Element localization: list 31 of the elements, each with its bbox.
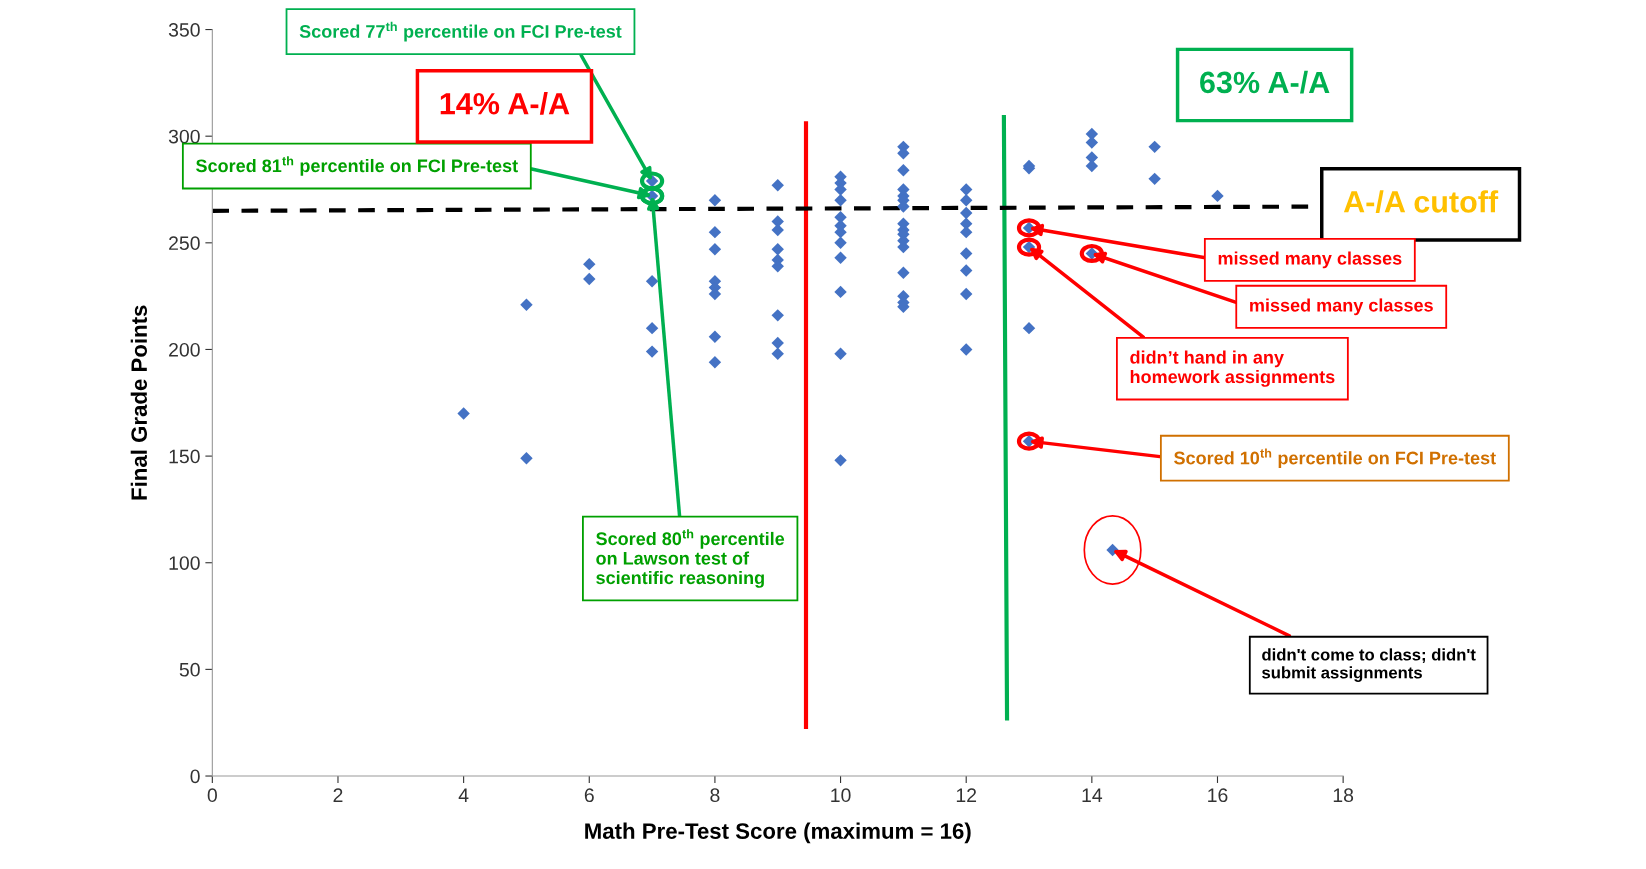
annotation: Scored 80$^{th}$ percentile on Lawson test of scientific reasoning (596, 529, 785, 588)
x-tick-label: 0 (207, 788, 217, 803)
annotation: 14% A-/A (440, 92, 570, 115)
x-tick-label: 12 (956, 788, 977, 802)
y-tick-label: 50 (179, 662, 200, 677)
annotation: 63% A-/A (1200, 70, 1330, 94)
annotation: Scored 81$^{th}$ percentile on FCI Pre-test (196, 156, 518, 176)
y-tick-label: 150 (169, 449, 200, 464)
y-tick-label: 100 (169, 556, 200, 570)
annotation: didn’t hand in any homework assignments (1130, 350, 1335, 387)
annotation: Scored 77$^{th}$ percentile on FCI Pre-test (299, 21, 622, 42)
y-tick-label: 300 (168, 129, 200, 144)
text: A-/A cutoff (1343, 190, 1499, 213)
y-tick-label: 0 (190, 769, 200, 784)
y-axis-title: Final Grade Points (130, 305, 148, 500)
y-tick-label: 350 (168, 23, 200, 37)
x-tick-label: 8 (710, 788, 720, 803)
annotation: didn't come to class; didn't submit assignments (1262, 648, 1476, 682)
x-tick-label: 18 (1333, 788, 1354, 803)
x-tick-label: 10 (831, 788, 851, 803)
annotation: missed many classes (1218, 251, 1402, 269)
y-tick-label: 200 (169, 342, 200, 357)
x-tick-label: 16 (1208, 788, 1228, 803)
x-tick-label: 14 (1082, 788, 1103, 802)
annotation: Scored 10$^{th}$ percentile on FCI Pre-test (1174, 448, 1496, 468)
x-axis-title: Math Pre-Test Score (maximum = 16) (585, 822, 971, 844)
y-tick-label: 250 (169, 236, 200, 251)
x-tick-label: 4 (458, 788, 469, 802)
annotation: missed many classes (1250, 298, 1433, 316)
x-tick-label: 2 (333, 788, 343, 802)
x-tick-label: 6 (584, 788, 594, 803)
